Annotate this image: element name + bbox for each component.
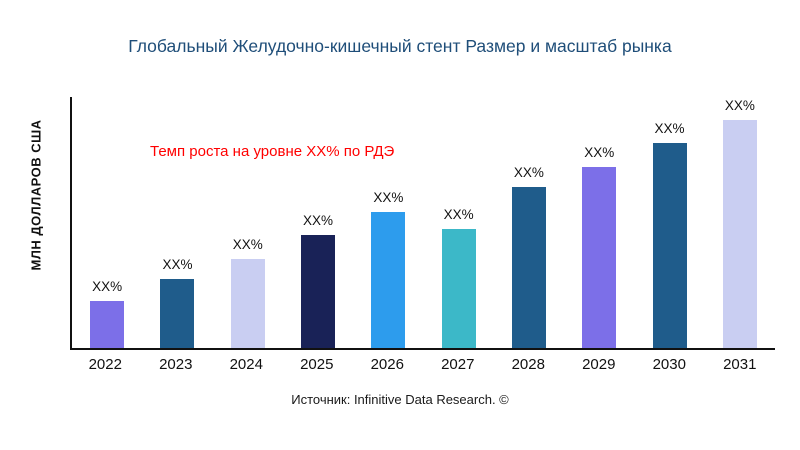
bar-2030 [652,142,687,348]
bar-2026 [371,211,406,348]
bar-value-label-2031: XX% [724,97,755,113]
growth-rate-annotation: Темп роста на уровне XX% по РДЭ [150,143,395,160]
x-tick-2025: 2025 [300,356,334,373]
bar-column-2026: XX% [353,97,423,348]
bar-value-label-2029: XX% [584,145,615,161]
bar-column-2025: XX% [283,97,353,348]
bar-column-2024: XX% [213,97,283,348]
bar-column-2028: XX% [494,97,564,348]
x-tick-2027: 2027 [441,356,475,373]
x-axis-tick-labels: 2022 2023 2024 2025 2026 2027 2028 2029 2030 2031 [70,356,775,373]
bar-value-label-2030: XX% [654,120,685,136]
bar-2031 [722,119,757,348]
chart-title: Глобальный Желудочно-кишечный стент Разм… [128,36,672,56]
bar-2022 [90,301,125,348]
bars-group: XX% XX% XX% XX% XX% XX% XX% XX% XX% XX% [72,97,775,348]
bar-value-label-2022: XX% [92,279,123,295]
bar-value-label-2023: XX% [162,257,193,273]
x-tick-2022: 2022 [88,356,122,373]
bar-2028 [511,187,546,348]
bar-2024 [230,258,265,348]
bar-column-2031: XX% [705,97,775,348]
bar-2027 [441,229,476,348]
x-tick-2028: 2028 [511,356,545,373]
bar-column-2029: XX% [564,97,634,348]
x-tick-2029: 2029 [582,356,616,373]
bar-2029 [582,167,617,348]
plot-area: Темп роста на уровне XX% по РДЭ XX% XX% XX… [70,97,775,350]
bar-column-2022: XX% [72,97,142,348]
x-tick-2031: 2031 [723,356,757,373]
source-text: Источник: Infinitive Data Research. © [291,392,509,407]
bar-value-label-2028: XX% [513,165,544,181]
x-tick-2030: 2030 [652,356,686,373]
bar-value-label-2025: XX% [303,213,334,229]
bar-2025 [301,235,336,348]
bar-value-label-2026: XX% [373,189,404,205]
x-tick-2024: 2024 [229,356,263,373]
bar-column-2030: XX% [634,97,704,348]
y-axis-label: МЛН ДОЛЛАРОВ США [28,119,44,271]
bar-column-2027: XX% [423,97,493,348]
x-tick-2023: 2023 [159,356,193,373]
bar-value-label-2024: XX% [232,236,263,252]
x-tick-2026: 2026 [370,356,404,373]
bar-value-label-2027: XX% [443,207,474,223]
bar-2023 [160,279,195,348]
bar-column-2023: XX% [142,97,212,348]
